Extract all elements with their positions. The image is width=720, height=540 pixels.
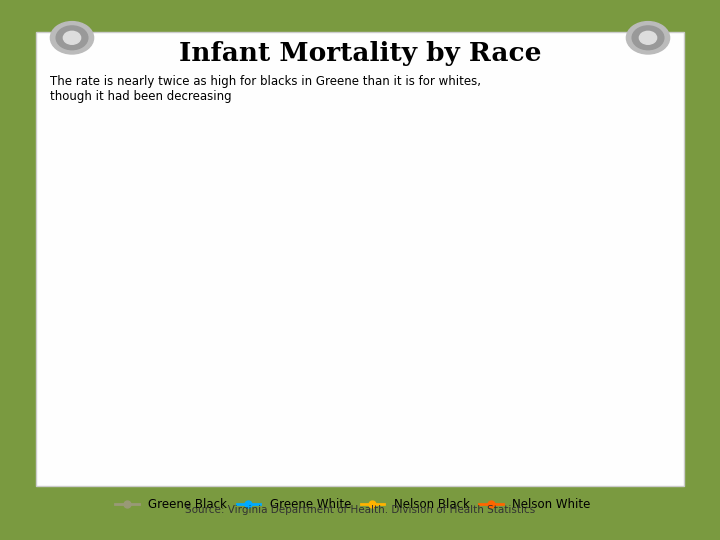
Text: The rate is nearly twice as high for blacks in Greene than it is for whites,
tho: The rate is nearly twice as high for bla…: [50, 75, 482, 103]
Text: 6,4: 6,4: [613, 379, 629, 388]
Text: 0,0: 0,0: [129, 408, 145, 418]
Text: 50,0: 50,0: [613, 155, 636, 165]
Text: 37,6: 37,6: [129, 211, 153, 220]
Text: 10,7: 10,7: [200, 335, 223, 346]
Text: 12,5: 12,5: [613, 328, 636, 338]
Title: Infant Deaths Per 1,000 Live Births By Race and Place of
Residence, 5-Year Rolli: Infant Deaths Per 1,000 Live Births By R…: [182, 112, 581, 140]
Legend: Greene Black, Greene White, Nelson Black, Nelson White: Greene Black, Greene White, Nelson Black…: [111, 493, 595, 516]
Text: Healthy
People 2020
Goal  6,0: Healthy People 2020 Goal 6,0: [496, 268, 577, 311]
Text: 7,1: 7,1: [613, 355, 629, 365]
Text: Source: Virginia Department of Health. Division of Health Statistics: Source: Virginia Department of Health. D…: [185, 505, 535, 515]
Text: Infant Mortality by Race: Infant Mortality by Race: [179, 40, 541, 65]
Text: 7,1: 7,1: [129, 374, 145, 384]
